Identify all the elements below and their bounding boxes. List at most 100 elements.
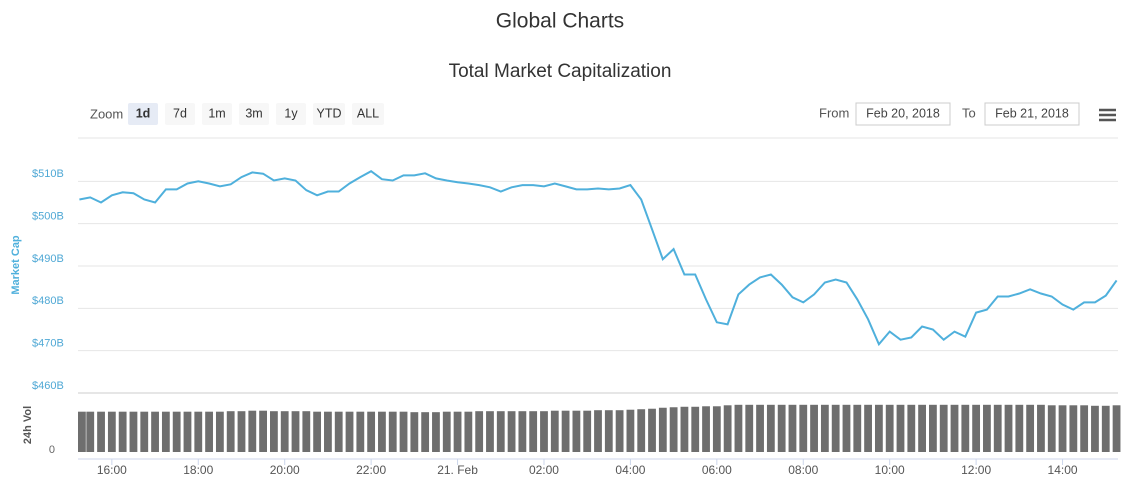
y2-tick-label: 0 bbox=[49, 444, 55, 456]
volume-bar bbox=[345, 411, 354, 452]
volume-bar bbox=[97, 411, 105, 452]
volume-bar bbox=[1004, 404, 1013, 452]
volume-bar bbox=[745, 404, 754, 452]
volume-bar bbox=[972, 404, 981, 452]
range-button-label[interactable]: 1m bbox=[208, 106, 225, 120]
volume-bar bbox=[1101, 405, 1110, 452]
volume-bar bbox=[561, 410, 570, 452]
volume-bar bbox=[518, 411, 527, 452]
volume-bar bbox=[907, 404, 916, 452]
volume-bar bbox=[475, 411, 484, 452]
range-button[interactable]: ALL bbox=[352, 103, 384, 125]
volume-bar bbox=[1037, 404, 1045, 452]
range-button-label[interactable]: YTD bbox=[317, 106, 342, 120]
from-input[interactable] bbox=[855, 102, 951, 126]
volume-bar bbox=[86, 411, 95, 452]
range-button-bg[interactable] bbox=[313, 103, 345, 125]
x-tick-label: 20:00 bbox=[270, 463, 300, 477]
volume-bar bbox=[820, 404, 829, 452]
volume-bar bbox=[680, 406, 689, 452]
range-button-label[interactable]: 7d bbox=[173, 106, 187, 120]
range-button-label[interactable]: 1y bbox=[284, 106, 298, 120]
volume-bar bbox=[648, 408, 656, 452]
menu-button[interactable] bbox=[1096, 104, 1120, 126]
range-button-bg[interactable] bbox=[239, 103, 269, 125]
volume-bar bbox=[226, 411, 235, 452]
range-button[interactable]: 1d bbox=[128, 103, 158, 125]
volume-bar bbox=[691, 406, 700, 452]
y2-axis-title: 24h Vol bbox=[22, 406, 34, 444]
range-button-bg[interactable] bbox=[128, 103, 158, 125]
range-button-label[interactable]: ALL bbox=[357, 106, 379, 120]
volume-bar bbox=[918, 404, 926, 452]
y-tick-label: $460B bbox=[32, 380, 64, 392]
volume-bar bbox=[637, 409, 646, 452]
volume-bar bbox=[1047, 405, 1056, 452]
range-button-label[interactable]: 1d bbox=[136, 106, 151, 120]
volume-bar bbox=[1112, 405, 1121, 452]
range-button[interactable]: 1m bbox=[202, 103, 232, 125]
volume-bar bbox=[993, 404, 1002, 452]
y-tick-label: $510B bbox=[32, 168, 64, 180]
range-button-bg[interactable] bbox=[352, 103, 384, 125]
volume-bar bbox=[194, 411, 203, 452]
x-tick-label: 10:00 bbox=[875, 463, 905, 477]
x-tick-label: 14:00 bbox=[1048, 463, 1078, 477]
volume-bar bbox=[421, 412, 430, 452]
range-button-bg[interactable] bbox=[165, 103, 195, 125]
volume-bar bbox=[183, 411, 192, 452]
to-value[interactable]: Feb 21, 2018 bbox=[995, 106, 1069, 120]
to-input[interactable] bbox=[984, 102, 1080, 126]
volume-bar bbox=[313, 411, 322, 452]
volume-bar bbox=[766, 404, 775, 452]
volume-bar bbox=[378, 411, 386, 452]
volume-bar bbox=[594, 410, 602, 452]
to-label: To bbox=[962, 105, 976, 120]
volume-bar bbox=[572, 410, 581, 452]
volume-bar bbox=[464, 411, 473, 452]
volume-bar bbox=[529, 411, 538, 452]
volume-bar bbox=[799, 404, 808, 452]
volume-bar bbox=[442, 411, 451, 452]
volume-bar bbox=[702, 406, 710, 452]
x-tick-label: 08:00 bbox=[788, 463, 818, 477]
volume-bar bbox=[161, 411, 170, 452]
range-button[interactable]: YTD bbox=[313, 103, 345, 125]
range-button-bg[interactable] bbox=[276, 103, 306, 125]
y-axis-title: Market Cap bbox=[10, 235, 22, 295]
range-button[interactable]: 3m bbox=[239, 103, 269, 125]
x-tick-label: 16:00 bbox=[97, 463, 127, 477]
from-label: From bbox=[819, 105, 849, 120]
x-tick-label: 06:00 bbox=[702, 463, 732, 477]
range-button-label[interactable]: 3m bbox=[245, 106, 262, 120]
volume-bar bbox=[388, 411, 397, 452]
volume-bar bbox=[831, 404, 840, 452]
x-tick-label: 02:00 bbox=[529, 463, 559, 477]
volume-bar bbox=[291, 411, 300, 452]
volume-bar bbox=[1069, 405, 1078, 452]
volume-bar bbox=[961, 404, 970, 452]
range-button-bg[interactable] bbox=[202, 103, 232, 125]
y-tick-label: $490B bbox=[32, 253, 64, 265]
volume-bar bbox=[107, 411, 116, 452]
volume-bar bbox=[1026, 404, 1035, 452]
volume-bar bbox=[756, 404, 764, 452]
volume-bar bbox=[356, 411, 365, 452]
volume-bar bbox=[507, 411, 516, 452]
x-tick-label: 21. Feb bbox=[437, 463, 478, 477]
volume-bar bbox=[453, 411, 462, 452]
volume-bar bbox=[550, 410, 559, 452]
range-button[interactable]: 7d bbox=[165, 103, 195, 125]
volume-bar bbox=[615, 410, 624, 452]
volume-bar bbox=[1091, 405, 1099, 452]
volume-bar bbox=[853, 404, 862, 452]
price-line bbox=[79, 170, 1118, 347]
range-button[interactable]: 1y bbox=[276, 103, 306, 125]
from-value[interactable]: Feb 20, 2018 bbox=[866, 106, 940, 120]
volume-bar bbox=[367, 411, 376, 452]
x-tick-label: 18:00 bbox=[183, 463, 213, 477]
menu-icon[interactable] bbox=[1099, 108, 1116, 122]
x-tick-label: 12:00 bbox=[961, 463, 991, 477]
